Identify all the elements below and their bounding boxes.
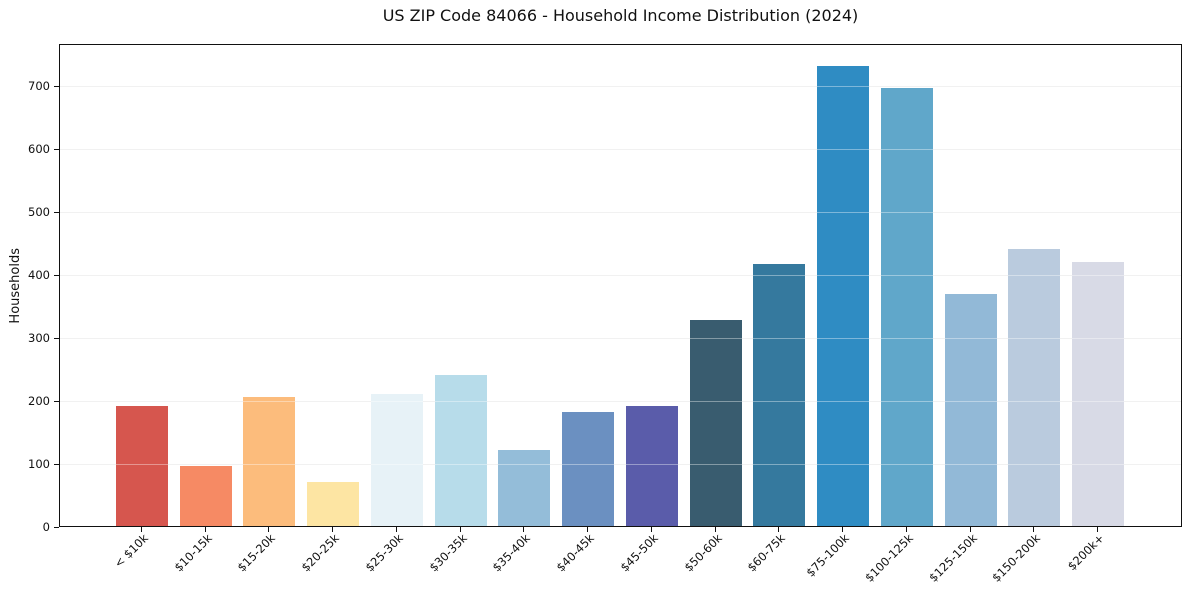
x-tick-mark-11 (778, 527, 780, 532)
x-tick-mark-4 (332, 527, 334, 532)
y-tick-label-400: 400 (28, 267, 50, 282)
y-tick-mark-400 (54, 274, 59, 276)
y-tick-mark-0 (54, 527, 59, 528)
plot-area (59, 44, 1182, 527)
y-tick-label-700: 700 (28, 78, 50, 93)
chart-title: US ZIP Code 84066 - Household Income Dis… (382, 6, 859, 25)
y-axis-label-container: Households (6, 44, 24, 527)
y-tick-mark-300 (54, 337, 59, 339)
gridline-700 (60, 86, 1181, 88)
bar-$150-200k (1008, 248, 1061, 526)
x-tick-mark-16 (1097, 527, 1099, 532)
bars-layer (60, 45, 1181, 526)
x-tick-mark-15 (1033, 527, 1035, 532)
y-tick-label-500: 500 (28, 204, 50, 219)
y-tick-mark-500 (54, 211, 59, 213)
gridline-500 (60, 212, 1181, 214)
y-tick-mark-200 (54, 400, 59, 402)
x-tick-mark-1 (140, 527, 142, 532)
x-tick-mark-12 (842, 527, 844, 532)
bar-$25-30k (370, 394, 423, 526)
bar-$75-100k (817, 65, 870, 526)
y-tick-label-0: 0 (42, 520, 50, 534)
bar-$100-125k (880, 87, 933, 526)
x-tick-mark-7 (523, 527, 525, 532)
gridline-200 (60, 401, 1181, 403)
y-tick-label-200: 200 (28, 393, 50, 408)
x-tick-label-1: < $10k (111, 531, 151, 571)
x-tick-mark-3 (268, 527, 270, 532)
y-tick-label-600: 600 (28, 141, 50, 156)
x-tick-mark-8 (587, 527, 589, 532)
bar-$60-75k (753, 263, 806, 526)
gridline-300 (60, 338, 1181, 340)
bar-$20-25k (307, 481, 360, 526)
x-tick-mark-13 (905, 527, 907, 532)
bar-$35-40k (498, 450, 551, 526)
y-tick-label-300: 300 (28, 330, 50, 345)
x-tick-mark-10 (714, 527, 716, 532)
bar-$50-60k (689, 319, 742, 526)
bar-$30-35k (434, 374, 487, 526)
y-tick-mark-600 (54, 148, 59, 150)
bar-< $10k (115, 406, 168, 526)
bar-$125-150k (944, 293, 997, 526)
gridlines-behind (60, 45, 1181, 526)
y-axis-label: Households (7, 247, 23, 324)
bar-$40-45k (562, 411, 615, 526)
bar-$15-20k (243, 396, 296, 526)
y-tick-mark-100 (54, 463, 59, 465)
x-tick-mark-6 (459, 527, 461, 532)
gridline-100 (60, 464, 1181, 466)
x-tick-mark-5 (395, 527, 397, 532)
y-tick-label-100: 100 (28, 456, 50, 471)
x-tick-mark-14 (969, 527, 971, 532)
bar-$45-50k (625, 406, 678, 526)
gridline-400 (60, 275, 1181, 277)
y-tick-mark-700 (54, 85, 59, 87)
x-tick-mark-2 (204, 527, 206, 532)
bar-$10-15k (179, 466, 232, 526)
bar-$200k+ (1072, 261, 1125, 526)
x-tick-mark-9 (650, 527, 652, 532)
gridline-600 (60, 149, 1181, 151)
